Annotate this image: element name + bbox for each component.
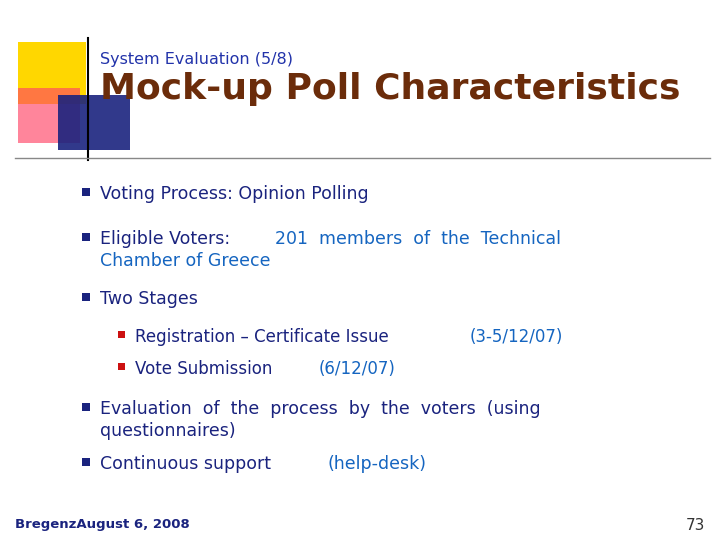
Text: Eligible Voters:: Eligible Voters: — [100, 230, 235, 248]
Bar — [18, 88, 80, 143]
Bar — [82, 233, 90, 241]
Text: Two Stages: Two Stages — [100, 290, 198, 308]
Bar — [118, 363, 125, 370]
Bar — [82, 188, 90, 196]
Text: (6/12/07): (6/12/07) — [319, 360, 396, 378]
Text: Mock-up Poll Characteristics: Mock-up Poll Characteristics — [100, 72, 680, 106]
Text: Vote Submission: Vote Submission — [135, 360, 278, 378]
Text: Registration – Certificate Issue: Registration – Certificate Issue — [135, 328, 394, 346]
Bar — [58, 95, 130, 150]
Bar — [82, 403, 90, 411]
Text: System Evaluation (5/8): System Evaluation (5/8) — [100, 52, 293, 67]
Bar — [18, 42, 86, 104]
Text: Evaluation  of  the  process  by  the  voters  (using: Evaluation of the process by the voters … — [100, 400, 541, 418]
Text: questionnaires): questionnaires) — [100, 422, 235, 440]
Bar — [82, 293, 90, 301]
Text: (3-5/12/07): (3-5/12/07) — [469, 328, 562, 346]
Bar — [82, 458, 90, 466]
Text: 73: 73 — [685, 518, 705, 533]
Text: Continuous support: Continuous support — [100, 455, 276, 473]
Text: 201  members  of  the  Technical: 201 members of the Technical — [275, 230, 561, 248]
Text: (help-desk): (help-desk) — [328, 455, 427, 473]
Text: Voting Process: Opinion Polling: Voting Process: Opinion Polling — [100, 185, 369, 203]
Bar — [118, 331, 125, 338]
Text: Bregenz​August 6, 2008: Bregenz​August 6, 2008 — [15, 518, 190, 531]
Text: Chamber of Greece: Chamber of Greece — [100, 252, 271, 270]
